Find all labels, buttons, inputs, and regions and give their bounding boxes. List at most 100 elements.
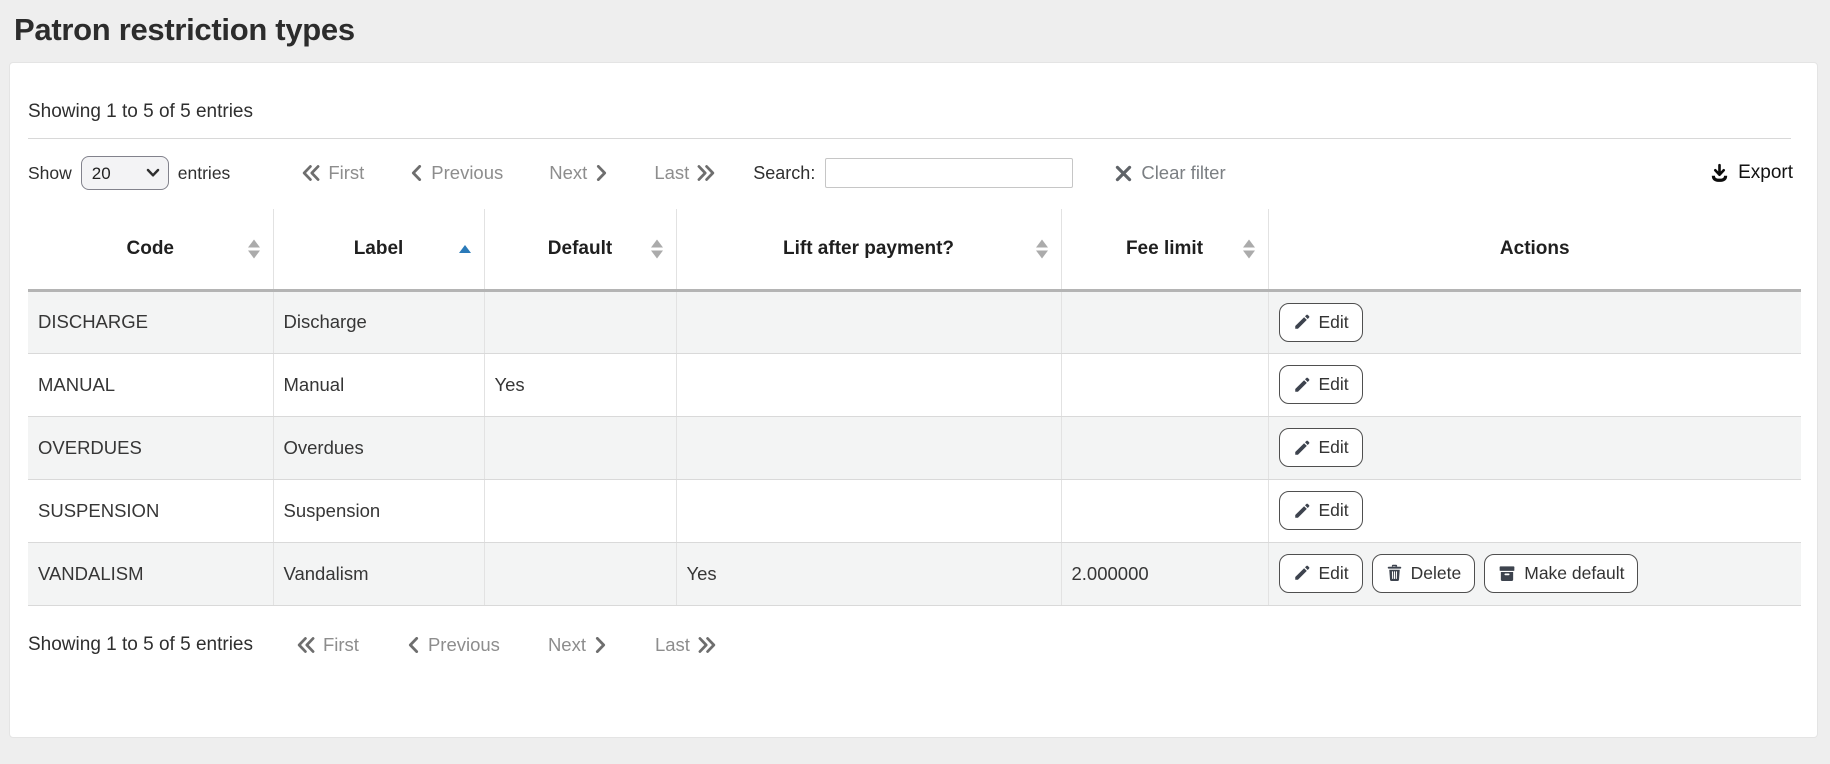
button-label: Make default — [1524, 563, 1625, 584]
pencil-icon — [1293, 313, 1311, 331]
search-input[interactable] — [825, 158, 1074, 188]
table-row: OVERDUES Overdues Edit — [28, 416, 1801, 480]
cell-actions: Edit — [1267, 479, 1801, 543]
table-row: MANUAL Manual Yes Edit — [28, 353, 1801, 417]
pagination-label: First — [328, 162, 365, 183]
cell-actions: Edit — [1267, 416, 1801, 480]
pagination-next-button[interactable]: Next — [548, 634, 607, 656]
archive-icon — [1498, 565, 1516, 582]
pagination-last-button[interactable]: Last — [655, 634, 716, 656]
pencil-icon — [1293, 439, 1311, 457]
page-title: Patron restriction types — [14, 12, 355, 47]
button-label: Edit — [1318, 311, 1349, 332]
cell-actions: Edit — [1267, 353, 1801, 417]
chevron-right-icon — [595, 165, 608, 181]
column-header-lift-after-payment[interactable]: Lift after payment? — [675, 209, 1061, 292]
edit-button[interactable]: Edit — [1278, 491, 1363, 530]
cell-fee-limit — [1060, 416, 1268, 480]
cell-code: VANDALISM — [28, 542, 273, 606]
chevrons-right-icon — [697, 165, 715, 181]
pagination-next-button[interactable]: Next — [549, 162, 608, 184]
chevrons-left-icon — [297, 636, 315, 653]
restriction-types-table: Code Label Default Lift after payment? Fee l… — [28, 209, 1801, 606]
cell-actions: Edit — [1267, 290, 1801, 354]
pencil-icon — [1293, 502, 1311, 520]
pagination-bottom: First Previous Next Last — [297, 634, 716, 656]
column-label: Default — [547, 237, 613, 259]
table-header-row: Code Label Default Lift after payment? Fee l… — [28, 209, 1801, 292]
sort-icon — [247, 239, 260, 259]
column-header-code[interactable]: Code — [28, 209, 273, 292]
button-label: Edit — [1318, 562, 1349, 583]
edit-button[interactable]: Edit — [1278, 365, 1363, 404]
button-label: Edit — [1318, 374, 1349, 394]
sort-icon — [650, 239, 663, 259]
cell-code: SUSPENSION — [28, 479, 273, 543]
trash-icon — [1386, 564, 1403, 582]
column-header-label[interactable]: Label — [272, 209, 484, 292]
button-label: Edit — [1318, 500, 1349, 520]
divider — [28, 138, 1791, 139]
sort-icon — [1035, 239, 1048, 259]
page-length-select[interactable]: 20 — [80, 156, 169, 190]
cell-default — [483, 542, 676, 606]
column-label: Actions — [1499, 237, 1570, 259]
pagination-label: Next — [549, 162, 588, 183]
pencil-icon — [1293, 564, 1311, 582]
chevron-left-icon — [410, 165, 423, 181]
export-button[interactable]: Export — [1709, 162, 1793, 184]
chevron-left-icon — [407, 636, 420, 653]
main-panel: Showing 1 to 5 of 5 entries Show 20 entr… — [9, 62, 1818, 738]
column-label: Label — [353, 237, 404, 259]
edit-button[interactable]: Edit — [1278, 553, 1363, 593]
sort-icon — [458, 244, 471, 253]
cell-lift-after-payment — [675, 290, 1061, 354]
cell-fee-limit — [1060, 479, 1268, 543]
table-footer: Showing 1 to 5 of 5 entries First Previou… — [28, 634, 1803, 656]
clear-filter-label: Clear filter — [1141, 162, 1226, 183]
pagination-first-button[interactable]: First — [297, 634, 359, 656]
cell-default — [483, 290, 676, 354]
cell-lift-after-payment — [675, 353, 1061, 417]
showing-entries-top: Showing 1 to 5 of 5 entries — [28, 101, 253, 122]
cell-fee-limit — [1060, 290, 1268, 354]
column-header-default[interactable]: Default — [483, 209, 676, 292]
pencil-icon — [1293, 376, 1311, 394]
pagination-label: Last — [654, 162, 690, 183]
pagination-previous-button[interactable]: Previous — [410, 162, 503, 184]
cell-default — [483, 416, 676, 480]
table-row: SUSPENSION Suspension Edit — [28, 479, 1801, 543]
pagination-label: Previous — [427, 633, 500, 655]
cell-label: Discharge — [272, 290, 484, 354]
cell-label: Suspension — [272, 479, 484, 543]
cell-fee-limit — [1060, 353, 1268, 417]
cell-default: Yes — [483, 353, 676, 417]
cell-actions: Edit Delete Make default — [1267, 542, 1801, 606]
pagination-last-button[interactable]: Last — [654, 162, 715, 184]
column-header-fee-limit[interactable]: Fee limit — [1060, 209, 1268, 292]
cell-lift-after-payment — [675, 479, 1061, 543]
pagination-top: First Previous Next Last — [302, 162, 715, 184]
pagination-label: Next — [547, 633, 586, 655]
entries-select-wrap: 20 — [80, 156, 169, 190]
cell-lift-after-payment — [675, 416, 1061, 480]
show-label: Show — [28, 162, 72, 183]
cell-fee-limit: 2.000000 — [1060, 542, 1268, 606]
table-row: DISCHARGE Discharge Edit — [28, 290, 1801, 354]
clear-filter-button[interactable]: Clear filter — [1115, 162, 1226, 184]
sort-icon — [1242, 239, 1255, 259]
cell-label: Overdues — [272, 416, 484, 480]
chevrons-right-icon — [698, 636, 716, 653]
cell-lift-after-payment: Yes — [675, 542, 1061, 606]
export-label: Export — [1738, 162, 1793, 183]
cell-label: Vandalism — [272, 542, 484, 606]
pagination-label: First — [322, 633, 359, 655]
entries-label: entries — [177, 162, 231, 183]
edit-button[interactable]: Edit — [1278, 302, 1363, 342]
delete-button[interactable]: Delete — [1371, 553, 1476, 593]
make-default-button[interactable]: Make default — [1484, 554, 1639, 594]
edit-button[interactable]: Edit — [1278, 428, 1363, 467]
pagination-previous-button[interactable]: Previous — [407, 634, 500, 656]
cell-default — [483, 479, 676, 543]
pagination-first-button[interactable]: First — [302, 162, 364, 184]
